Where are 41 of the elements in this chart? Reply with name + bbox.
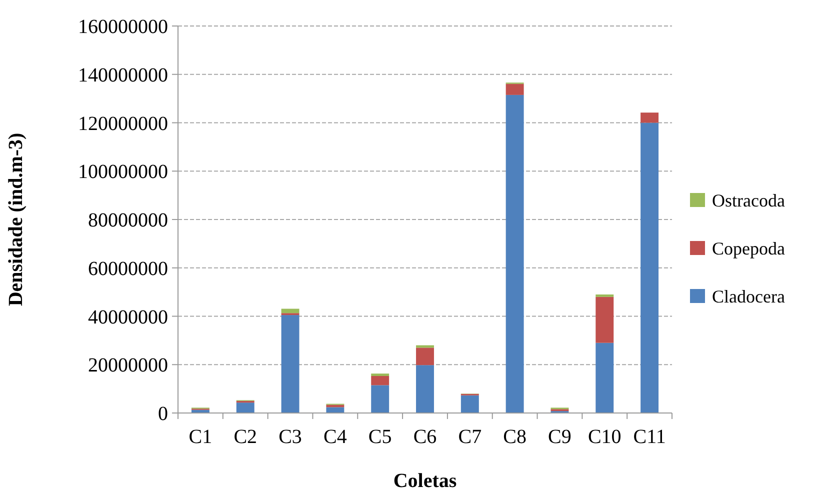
y-tick-label: 60000000 (88, 258, 168, 280)
y-tick-label: 0 (158, 403, 168, 425)
legend-label: Copepoda (712, 238, 785, 258)
bar (596, 294, 614, 297)
y-tick-label: 100000000 (78, 161, 168, 184)
y-tick-label: 160000000 (78, 16, 168, 38)
bar (281, 308, 300, 314)
x-tick-label: C3 (278, 426, 302, 448)
x-tick-label: C8 (503, 426, 526, 448)
y-tick-label: 140000000 (78, 64, 168, 86)
y-axis-title: Densidade (ind.m-3) (5, 132, 27, 306)
x-tick-label: C9 (548, 426, 572, 448)
y-tick-label: 80000000 (88, 210, 168, 232)
bar (460, 395, 479, 413)
x-tick-label: C1 (188, 426, 212, 448)
bar (640, 112, 659, 123)
bar (640, 122, 659, 413)
bar (281, 315, 300, 413)
x-tick-label: C7 (458, 426, 482, 448)
y-tick-label: 40000000 (88, 306, 168, 328)
x-tick-label: C4 (324, 426, 347, 448)
x-tick-label: C10 (588, 426, 622, 448)
bar (371, 376, 390, 386)
bar (416, 365, 434, 413)
bar (236, 402, 254, 413)
y-tick-label: 20000000 (88, 354, 168, 377)
x-tick-label: C2 (234, 426, 258, 448)
x-axis-title: Coletas (393, 470, 457, 491)
x-tick-label: C11 (633, 426, 666, 448)
bar (596, 342, 614, 413)
bar (506, 94, 524, 413)
legend-label: Ostracoda (712, 190, 785, 210)
bar (596, 296, 614, 343)
bar (326, 407, 344, 413)
bar (416, 348, 434, 366)
bar (506, 84, 524, 95)
y-tick-label: 120000000 (78, 112, 168, 135)
bar (371, 385, 390, 413)
x-tick-label: C6 (413, 426, 437, 448)
legend-label: Cladocera (712, 286, 785, 306)
x-tick-label: C5 (368, 426, 392, 448)
